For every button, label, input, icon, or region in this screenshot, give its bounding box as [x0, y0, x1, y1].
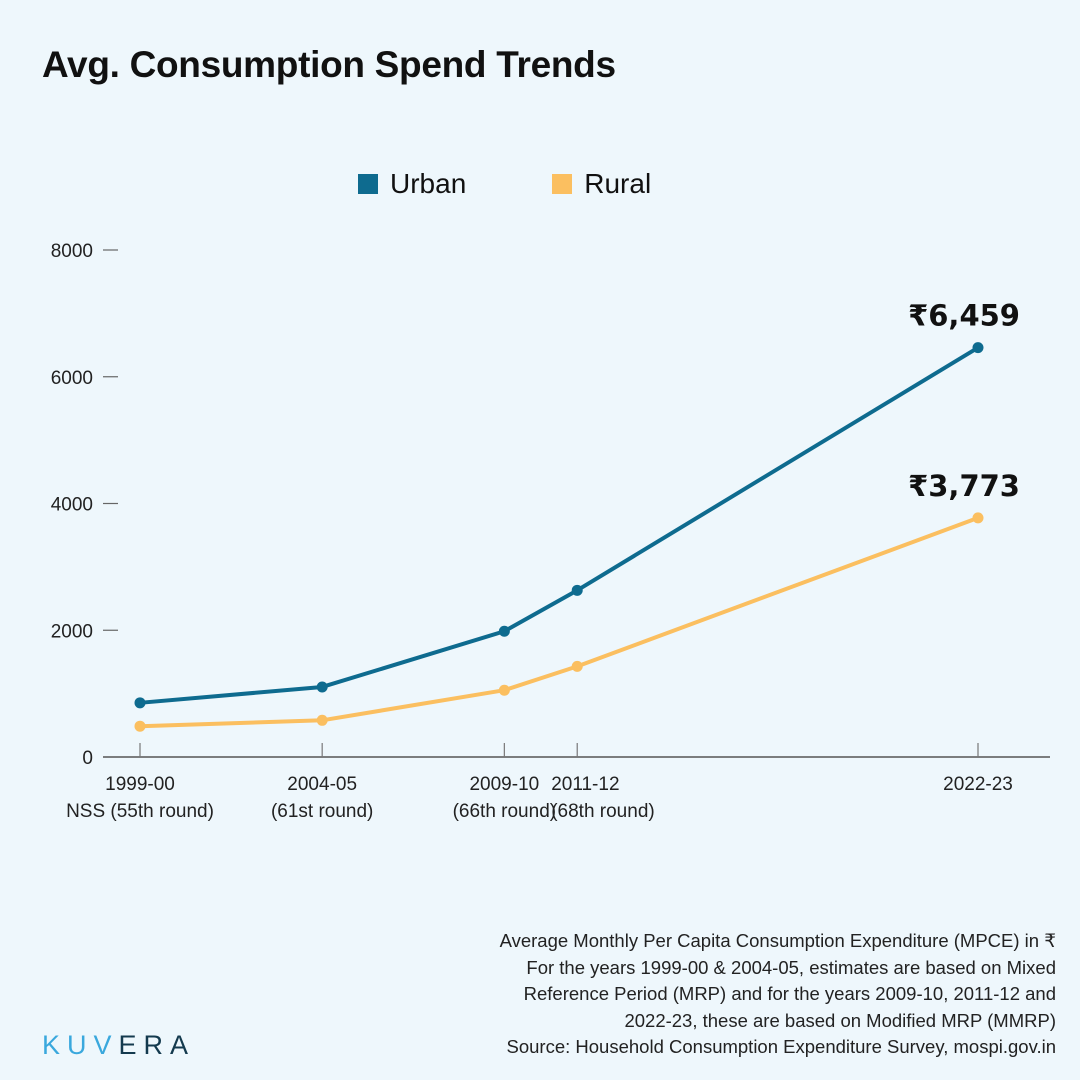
kuvera-logo: KUVERA — [42, 1030, 195, 1061]
source-line: Source: Household Consumption Expenditur… — [506, 1036, 1056, 1057]
data-point-urban — [498, 625, 510, 637]
data-point-rural — [972, 512, 984, 524]
legend-swatch-rural — [552, 174, 573, 194]
note-line: Average Monthly Per Capita Consumption E… — [499, 930, 1056, 951]
x-tick-sublabel: (66th round) — [453, 801, 557, 822]
series-line-rural — [139, 516, 979, 729]
x-tick-label: 2022-23 — [943, 774, 1013, 795]
data-point-urban — [134, 697, 146, 709]
y-tick-label: 0 — [82, 748, 93, 769]
x-tick-sublabel: (68th round) — [551, 801, 655, 822]
data-point-urban — [972, 342, 984, 354]
y-tick-label: 4000 — [51, 495, 93, 516]
x-tick-sublabel: (61st round) — [271, 801, 373, 822]
logo-part: KUV — [42, 1030, 119, 1060]
x-tick-sublabel: NSS (55th round) — [66, 801, 214, 822]
data-point-urban — [571, 584, 583, 596]
legend-label-urban: Urban — [390, 168, 467, 199]
legend-item-urban: Urban — [358, 168, 466, 200]
x-tick-label: 1999-00 — [105, 774, 175, 795]
x-tick-label: 2004-05 — [287, 774, 357, 795]
y-tick-label: 2000 — [51, 621, 93, 642]
note-line: For the years 1999-00 & 2004-05, estimat… — [526, 956, 1056, 978]
legend: Urban Rural — [358, 168, 651, 200]
legend-swatch-urban — [358, 174, 378, 194]
data-label-urban: ₹6,459 — [908, 299, 1020, 333]
legend-item-rural: Rural — [552, 168, 651, 200]
data-point-rural — [498, 684, 510, 696]
logo-part: ERA — [118, 1030, 196, 1060]
data-point-rural — [571, 660, 583, 672]
data-label-rural: ₹3,773 — [908, 469, 1020, 503]
series-line-urban — [139, 345, 980, 705]
note-line: Reference Period (MRP) and for the years… — [523, 983, 1056, 1004]
x-tick-label: 2011-12 — [551, 774, 619, 795]
chart-title: Avg. Consumption Spend Trends — [42, 44, 616, 85]
data-point-rural — [134, 720, 146, 732]
data-point-rural — [316, 714, 328, 726]
note-line: 2022-23, these are based on Modified MRP… — [624, 1009, 1056, 1031]
y-tick-label: 6000 — [51, 368, 93, 389]
x-tick-label: 2009-10 — [469, 774, 539, 795]
data-point-urban — [316, 681, 328, 693]
y-tick-label: 8000 — [51, 241, 93, 262]
footnotes: Average Monthly Per Capita Consumption E… — [500, 928, 1056, 1061]
legend-label-rural: Rural — [584, 168, 652, 199]
